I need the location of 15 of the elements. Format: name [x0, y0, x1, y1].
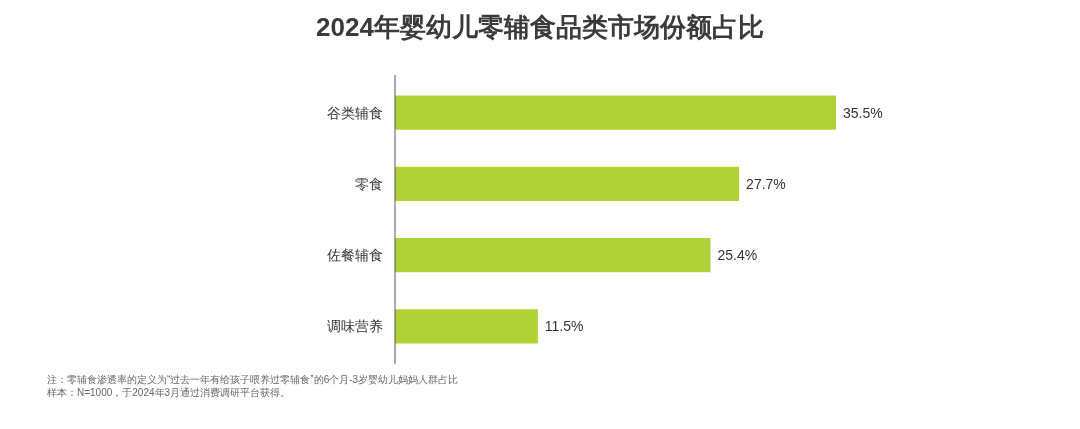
y-tick-label: 零食 [355, 175, 383, 192]
chart-title: 2024年婴幼儿零辅食品类市场份额占比 [316, 12, 764, 42]
bar [395, 238, 711, 273]
text: 注：零辅食渗透率的定义为“过去一年有给孩子喂养过零辅食”的6个月-3岁婴幼儿妈妈人群占比 [47, 374, 459, 385]
data-label: 25.4% [717, 247, 758, 264]
data-label: 35.5% [843, 104, 883, 121]
y-tick-label: 调味营养 [327, 318, 383, 335]
bar [395, 95, 836, 130]
data-label: 27.7% [746, 175, 786, 192]
bar [395, 166, 740, 201]
data-label: 11.5% [544, 318, 584, 335]
y-tick-label: 佐餐辅食 [327, 247, 383, 264]
bar [395, 309, 538, 344]
y-tick-label: 谷类辅食 [327, 104, 383, 121]
text: 样本：N=1000，于2024年3月通过消费调研平台获得。 [47, 387, 291, 398]
